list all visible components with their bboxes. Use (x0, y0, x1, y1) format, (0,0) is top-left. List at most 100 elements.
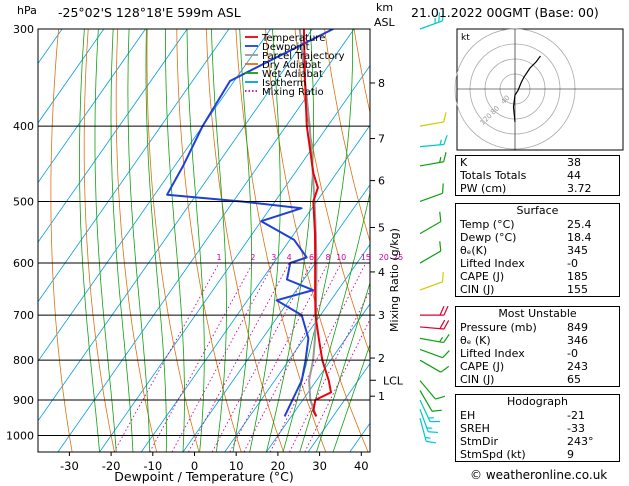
wet-adiabat-line (299, 191, 370, 452)
parcel-trajectory-line (298, 29, 318, 417)
datetime-title: 21.01.2022 00GMT (Base: 00) (411, 5, 599, 20)
mixing-ratio-line (171, 262, 275, 452)
mixing-ratio-label: 4 (287, 253, 292, 262)
dry-adiabat-line (206, 29, 284, 452)
most-unstable-value: 849 (567, 321, 588, 334)
wet-adiabat-line (332, 343, 370, 452)
mixing-ratio-label: 8 (326, 253, 331, 262)
temperature-tick-label: -20 (102, 459, 121, 473)
isotherm-line (140, 124, 370, 452)
mixing-ratio-line (243, 262, 342, 452)
pressure-tick-label: 600 (13, 257, 34, 270)
index-row: K 38 (456, 156, 619, 169)
mixing-ratio-line (113, 262, 220, 452)
hodograph-table: Hodograph EH -21 SREH -33 StmDir 243° StmSpd (… (455, 394, 620, 462)
surface-label: CAPE (J) (460, 270, 505, 283)
wet-adiabat-line (165, 29, 185, 452)
isotherm-line (38, 29, 313, 422)
isotherm-line (38, 29, 105, 124)
wet-adiabat-line (282, 29, 353, 452)
most-unstable-title: Most Unstable (498, 307, 577, 320)
mixing-ratio-label: 20 (379, 253, 389, 262)
isotherm-line (38, 29, 146, 184)
km-tick-label: 6 (378, 175, 385, 188)
hodograph-stat-label: StmDir (460, 435, 499, 448)
wind-barb (419, 112, 447, 127)
isotherm-line (266, 303, 370, 452)
wind-barb (419, 271, 444, 291)
isotherm-line (38, 29, 63, 65)
wind-barbs (419, 10, 450, 444)
pressure-tick-label: 700 (13, 309, 34, 322)
wind-barb (419, 183, 444, 203)
km-tick-label: 5 (378, 221, 385, 234)
hodograph-stat-value: -21 (567, 409, 585, 422)
wet-adiabat-line (316, 281, 370, 452)
mixing-ratio-label: 10 (336, 253, 346, 262)
most-unstable-label: θₑ (K) (460, 334, 491, 347)
surface-label: CIN (J) (460, 283, 495, 296)
mixing-ratio-axis-label: Mixing Ratio (g/kg) (388, 228, 401, 332)
temperature-tick-label: 30 (312, 459, 327, 473)
wet-adiabat-line (79, 29, 100, 452)
dry-adiabat-line (146, 29, 200, 452)
temperature-tick-label: -10 (143, 459, 162, 473)
surface-value: 18.4 (567, 231, 592, 244)
pressure-tick-label: 1000 (6, 430, 34, 443)
wind-barb (419, 359, 450, 373)
temperature-tick-label: -30 (60, 459, 79, 473)
wind-barb (419, 319, 450, 330)
surface-label: θₑ(K) (460, 244, 488, 257)
legend-entry: Parcel Trajectory (262, 51, 345, 62)
plot-border (37, 28, 371, 453)
mixing-ratio-label: 1 (217, 253, 222, 262)
surface-row: CIN (J) 155 (456, 283, 619, 296)
wind-barb (419, 408, 439, 434)
dry-adiabat-line (176, 29, 242, 452)
most-unstable-label: CAPE (J) (460, 360, 505, 373)
legend-entry: Dewpoint (262, 42, 310, 53)
most-unstable-value: 65 (567, 373, 581, 386)
index-value: 3.72 (567, 182, 592, 195)
temperature-tick-label: 20 (271, 459, 286, 473)
isotherm-line (0, 29, 20, 452)
surface-row: Dewp (°C) 18.4 (456, 231, 619, 244)
wind-barb (419, 241, 442, 264)
temperature-tick-label: 10 (229, 459, 244, 473)
footer-credit: © weatheronline.co.uk (470, 468, 608, 482)
most-unstable-label: CIN (J) (460, 373, 495, 386)
surface-value: 345 (567, 244, 588, 257)
surface-row: CAPE (J) 185 (456, 270, 619, 283)
hodograph-stat-row: StmSpd (kt) 9 (456, 448, 619, 461)
km-tick-label: 7 (378, 133, 385, 146)
asl-label: ASL (374, 16, 396, 29)
surface-table: Surface Temp (°C) 25.4 Dewp (°C) 18.4 θₑ(K) 3… (455, 203, 620, 297)
surface-row: Lifted Index -0 (456, 257, 619, 270)
dry-adiabat-line (50, 29, 73, 452)
surface-value: 185 (567, 270, 588, 283)
mixing-ratio-line (211, 262, 312, 452)
isotherm-line (38, 29, 188, 243)
wet-adiabat-line (211, 29, 227, 452)
isotherm-line (99, 65, 370, 452)
hodograph-stat-value: 243° (567, 435, 594, 448)
mixing-ratio-label: 3 (271, 253, 276, 262)
wind-barb (419, 380, 446, 400)
most-unstable-row: CIN (J) 65 (456, 373, 619, 386)
legend-entry: Isotherm (262, 78, 306, 89)
pressure-tick-label: 400 (13, 120, 34, 133)
hodograph-stat-row: EH -21 (456, 409, 619, 422)
location-title: -25°02'S 128°18'E 599m ASL (58, 5, 241, 20)
mixing-ratio-line (229, 262, 329, 452)
index-value: 44 (567, 169, 581, 182)
hodograph-stat-row: StmDir 243° (456, 435, 619, 448)
mixing-ratio-line (149, 262, 254, 452)
index-value: 38 (567, 156, 581, 169)
wet-adiabat-line (186, 29, 205, 452)
mixing-ratio-label: 25 (393, 253, 403, 262)
legend-entry: Wet Adiabat (262, 69, 323, 80)
hodograph-stat-label: EH (460, 409, 476, 422)
hodograph-trace (512, 55, 541, 123)
pressure-tick-label: 900 (13, 394, 34, 407)
